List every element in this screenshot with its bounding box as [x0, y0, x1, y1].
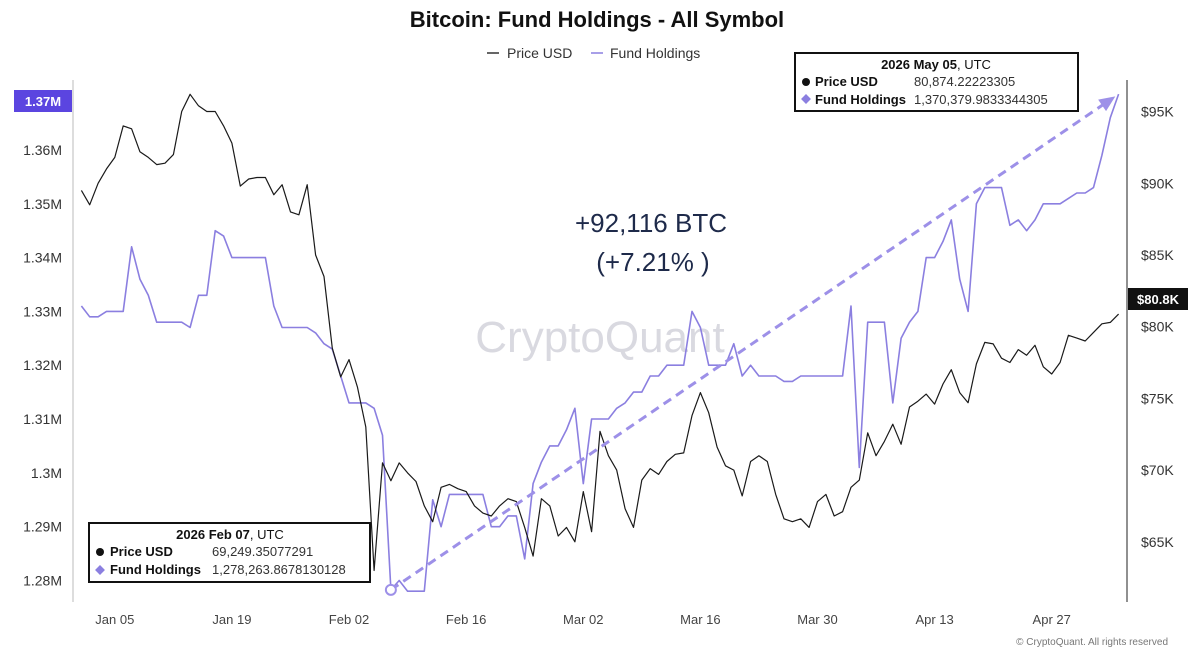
x-tick-label: Mar 16 [680, 612, 720, 627]
trend-arrow-line [390, 100, 1108, 592]
y-left-tick-label: 1.31M [23, 411, 62, 427]
copyright-text: © CryptoQuant. All rights reserved [1016, 637, 1168, 648]
x-tick-label: Mar 30 [797, 612, 837, 627]
y-right-tick-label: $80K [1141, 319, 1174, 335]
y-left-tick-label: 1.29M [23, 519, 62, 535]
x-tick-label: Jan 19 [212, 612, 251, 627]
tooltip-end-price-dot [802, 78, 810, 86]
tooltip-start-price-label: Price USD [110, 544, 173, 559]
y-left-tick-label: 1.33M [23, 303, 62, 319]
y-left-tick-label: 1.32M [23, 357, 62, 373]
y-left-tick-label: 1.3M [31, 465, 62, 481]
tooltip-start-box [88, 522, 371, 583]
trend-arrow-head [1098, 96, 1116, 112]
x-tick-label: Apr 13 [915, 612, 953, 627]
y-right-tick-label: $85K [1141, 247, 1174, 263]
y-right-tick-label: $90K [1141, 175, 1174, 191]
chart-title: Bitcoin: Fund Holdings - All Symbol [410, 7, 784, 32]
axes [72, 80, 1128, 602]
y-right-tick-label: $95K [1141, 104, 1174, 120]
annotation-change-btc: +92,116 BTC [575, 208, 727, 238]
price-badge-bg [1128, 288, 1188, 310]
tooltip-end-holdings-value: 1,370,379.9833344305 [914, 92, 1048, 107]
tooltip-end-holdings-label: Fund Holdings [815, 92, 906, 107]
tooltip-start-price-dot [96, 548, 104, 556]
series-layer [80, 93, 1120, 593]
tooltip-end-price-label: Price USD [815, 74, 878, 89]
y-left-ticks: 1.28M 1.29M 1.3M 1.31M 1.32M 1.33M 1.34M 1.35M 1… [23, 142, 62, 589]
legend-holdings-label[interactable]: Fund Holdings [610, 45, 700, 61]
y-left-tick-label: 1.35M [23, 196, 62, 212]
tooltip-start-holdings-value: 1,278,263.8678130128 [212, 562, 346, 577]
tooltip-end-date: 2026 May 05, UTC [881, 57, 991, 72]
y-left-tick-label: 1.28M [23, 572, 62, 588]
trend-start-marker [384, 583, 397, 596]
fund-holdings-line [80, 93, 1120, 593]
y-right-tick-label: $75K [1141, 390, 1174, 406]
x-tick-label: Feb 16 [446, 612, 486, 627]
y-left-tick-label: 1.34M [23, 250, 62, 266]
tooltip-start-holdings-diamond [95, 565, 105, 575]
tooltip-start-holdings-label: Fund Holdings [110, 562, 201, 577]
tooltip-end-box [794, 52, 1079, 112]
y-left-tick-label: 1.36M [23, 142, 62, 158]
x-tick-label: Apr 27 [1033, 612, 1071, 627]
tooltip-start: 2026 Feb 07, UTC Price USD 69,249.350772… [88, 522, 371, 583]
tooltip-end-price-value: 80,874.22223305 [914, 74, 1015, 89]
price-usd-line [80, 93, 1120, 572]
price-badge-text: $80.8K [1137, 292, 1180, 307]
tooltip-end: 2026 May 05, UTC Price USD 80,874.222233… [794, 52, 1079, 112]
legend: Price USD Fund Holdings [487, 45, 700, 61]
tooltip-start-price-value: 69,249.35077291 [212, 544, 313, 559]
x-tick-label: Jan 05 [95, 612, 134, 627]
annotation-change-pct: (+7.21% ) [596, 247, 709, 277]
legend-price-label[interactable]: Price USD [507, 45, 572, 61]
y-right-tick-label: $65K [1141, 534, 1174, 550]
y-right-ticks: $65K $70K $75K $80K $85K $90K $95K [1141, 104, 1174, 550]
y-right-tick-label: $70K [1141, 462, 1174, 478]
tooltip-end-holdings-diamond [801, 94, 811, 104]
holdings-badge-bg [14, 90, 72, 112]
tooltip-start-date: 2026 Feb 07, UTC [176, 527, 284, 542]
current-value-badges: 1.37M $80.8K [14, 90, 1188, 310]
x-tick-label: Feb 02 [329, 612, 369, 627]
x-tick-label: Mar 02 [563, 612, 603, 627]
holdings-badge-text: 1.37M [25, 94, 61, 109]
x-ticks: Jan 05 Jan 19 Feb 02 Feb 16 Mar 02 Mar 16 Mar … [95, 612, 1071, 627]
watermark: CryptoQuant [475, 313, 724, 362]
trend-layer [384, 96, 1116, 596]
